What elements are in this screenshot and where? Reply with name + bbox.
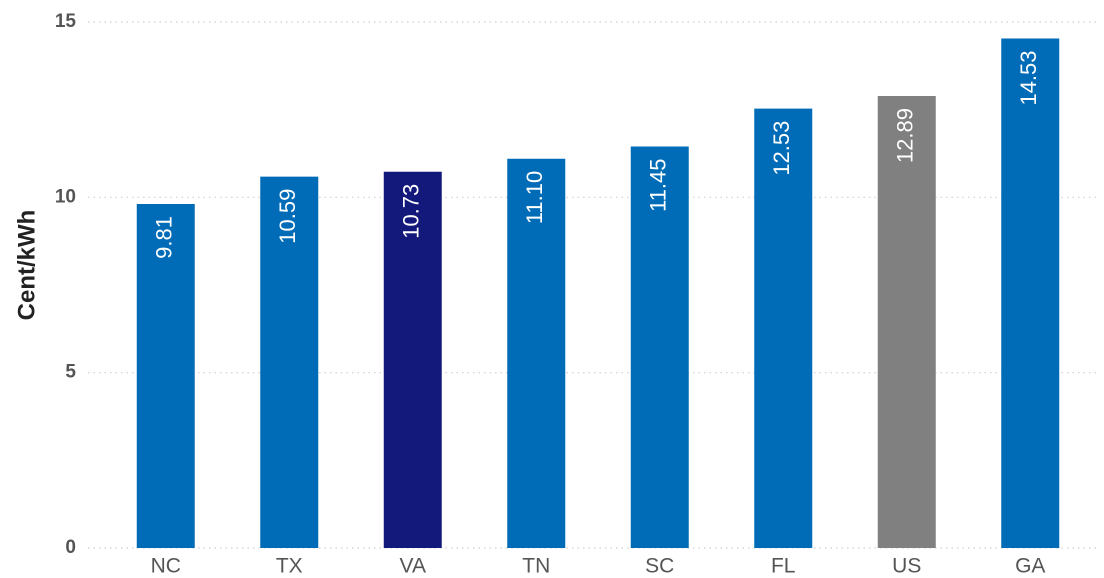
bar (754, 108, 813, 548)
x-tick-label: FL (771, 555, 796, 578)
value-label: 11.10 (522, 171, 547, 224)
y-axis-label: Cent/kWh (13, 210, 40, 321)
value-label: 10.73 (399, 184, 424, 239)
bar (507, 158, 566, 548)
y-tick-label: 15 (55, 11, 77, 32)
bar (136, 203, 195, 548)
x-tick-label: VA (400, 555, 426, 578)
y-tick-label: 5 (65, 362, 76, 383)
x-tick-label: TN (522, 555, 550, 578)
value-label: 14.53 (1016, 50, 1041, 105)
value-label: 9.81 (152, 216, 177, 259)
x-tick-label: GA (1015, 555, 1045, 578)
y-tick-label: 0 (65, 537, 76, 558)
value-label: 10.59 (275, 189, 300, 244)
bar (877, 95, 936, 549)
value-label: 12.53 (769, 121, 794, 176)
y-tick-label: 10 (55, 186, 76, 207)
x-tick-label: NC (151, 555, 181, 578)
bar (383, 171, 442, 548)
bar (630, 146, 689, 548)
bar (260, 176, 319, 549)
x-tick-label: SC (645, 555, 674, 578)
x-tick-label: US (892, 555, 921, 578)
value-label: 12.89 (893, 108, 918, 163)
value-label: 11.45 (646, 158, 671, 211)
bar (1001, 38, 1060, 549)
x-tick-label: TX (276, 555, 303, 578)
